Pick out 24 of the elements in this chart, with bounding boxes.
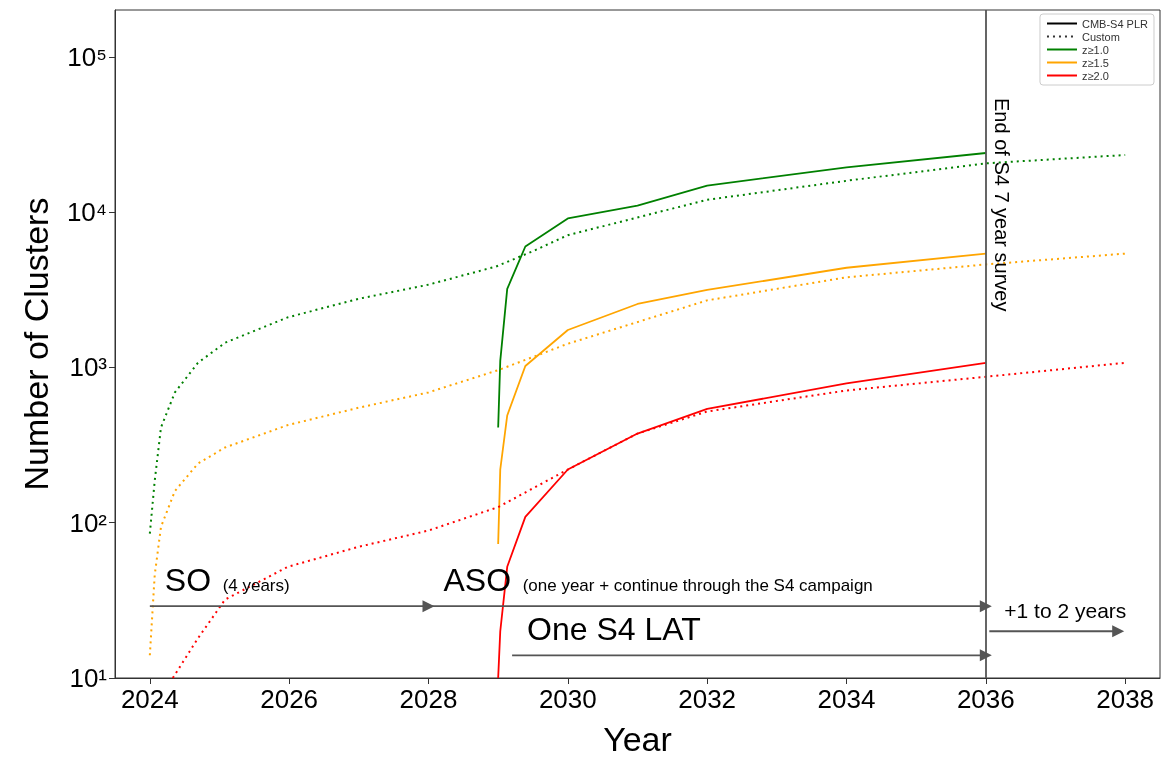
x-tick-label: 2032 xyxy=(678,684,737,714)
x-tick-label: 2034 xyxy=(817,684,876,714)
legend-label: z≥2.0 xyxy=(1081,69,1109,82)
legend-label: CMB-S4 PLR xyxy=(1081,17,1149,30)
x-tick-label: 2030 xyxy=(538,684,597,714)
series-label: One S4 LAT xyxy=(527,611,701,648)
series-label: SO (4 years) xyxy=(164,562,290,599)
legend-label: Custom xyxy=(1081,30,1120,43)
y-tick-label: 10⁴ xyxy=(66,197,107,228)
x-tick-label: 2036 xyxy=(956,684,1015,714)
ref-line-label: End of S4 7 year survey xyxy=(990,98,1013,312)
y-tick-label: 10⁵ xyxy=(67,41,107,72)
y-axis-title: Number of Clusters xyxy=(17,197,55,491)
series-label: +1 to 2 years xyxy=(1004,599,1127,623)
y-tick-label: 10¹ xyxy=(69,663,108,693)
x-tick-label: 2026 xyxy=(260,684,319,714)
y-tick-label: 10³ xyxy=(69,352,108,383)
x-tick-label: 2024 xyxy=(120,684,179,714)
legend-label: z≥1.0 xyxy=(1081,43,1109,56)
x-tick-label: 2028 xyxy=(399,684,458,714)
x-axis-title: Year xyxy=(603,720,672,758)
y-tick-label: 10² xyxy=(69,507,108,538)
x-tick-label: 2038 xyxy=(1096,684,1155,714)
legend-label: z≥1.5 xyxy=(1081,56,1109,69)
